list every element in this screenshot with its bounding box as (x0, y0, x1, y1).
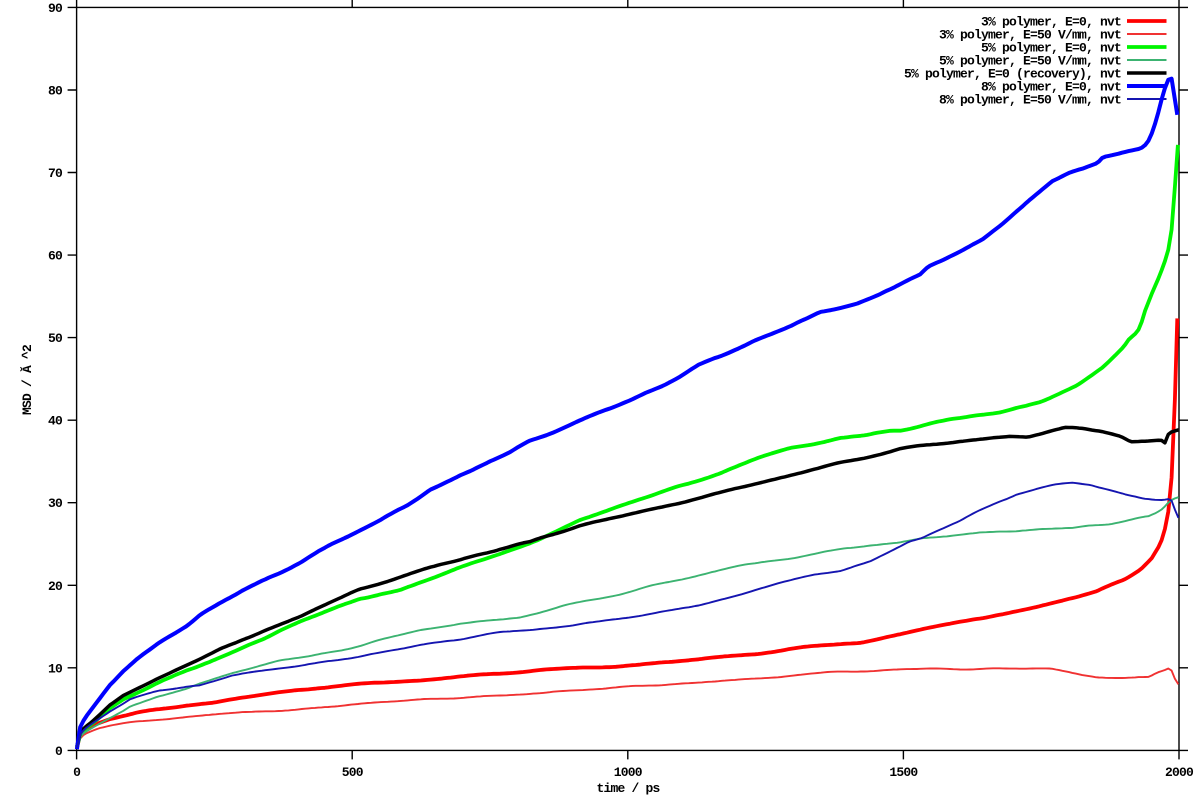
svg-text:10: 10 (48, 661, 63, 676)
svg-text:1000: 1000 (614, 765, 643, 780)
svg-text:8% polymer, E=0, nvt: 8% polymer, E=0, nvt (981, 80, 1121, 95)
svg-text:0: 0 (55, 744, 63, 759)
svg-text:1500: 1500 (889, 765, 918, 780)
svg-text:5% polymer, E=0, nvt: 5% polymer, E=0, nvt (981, 41, 1121, 56)
svg-text:3% polymer, E=0, nvt: 3% polymer, E=0, nvt (981, 15, 1121, 30)
svg-text:50: 50 (48, 331, 63, 346)
svg-text:80: 80 (48, 84, 63, 99)
svg-text:8% polymer, E=50 V/mm, nvt: 8% polymer, E=50 V/mm, nvt (939, 93, 1121, 108)
svg-text:5% polymer, E=0 (recovery), nv: 5% polymer, E=0 (recovery), nvt (904, 67, 1121, 82)
svg-text:time / ps: time / ps (596, 781, 660, 796)
svg-text:60: 60 (48, 249, 63, 264)
svg-text:40: 40 (48, 414, 63, 429)
svg-text:0: 0 (73, 765, 81, 780)
svg-text:3% polymer, E=50 V/mm, nvt: 3% polymer, E=50 V/mm, nvt (939, 28, 1121, 43)
svg-text:5% polymer, E=50 V/mm, nvt: 5% polymer, E=50 V/mm, nvt (939, 54, 1121, 69)
svg-text:90: 90 (48, 1, 63, 16)
svg-text:20: 20 (48, 579, 63, 594)
svg-text:MSD / Ă ^2: MSD / Ă ^2 (20, 344, 35, 415)
svg-text:30: 30 (48, 496, 63, 511)
svg-text:70: 70 (48, 166, 63, 181)
svg-text:500: 500 (342, 765, 364, 780)
svg-text:2000: 2000 (1165, 765, 1194, 780)
